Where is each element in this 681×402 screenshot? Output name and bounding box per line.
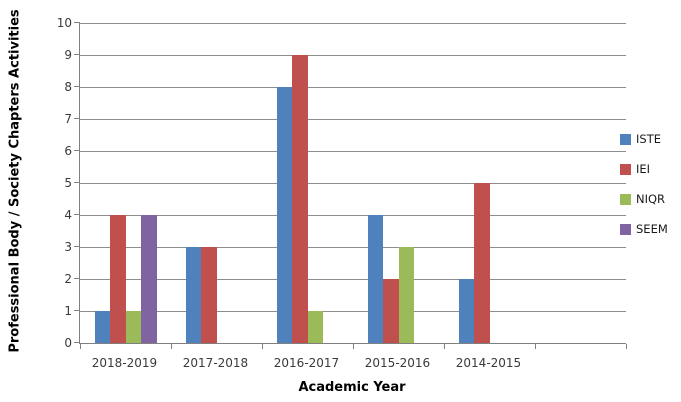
gridline bbox=[80, 246, 626, 248]
bar-niqr-2015-2016 bbox=[398, 247, 414, 343]
legend-swatch-iei bbox=[620, 163, 631, 175]
x-axis-tick bbox=[535, 344, 536, 349]
x-axis-tick bbox=[444, 344, 445, 349]
legend-item-iste: ISTE bbox=[620, 124, 668, 154]
legend-swatch-niqr bbox=[620, 193, 631, 205]
y-axis-tick-label: 3 bbox=[64, 240, 72, 254]
gridline bbox=[80, 86, 626, 88]
legend-label-niqr: NIQR bbox=[636, 192, 666, 206]
y-axis-tick-label: 5 bbox=[64, 176, 72, 190]
gridline bbox=[80, 118, 626, 120]
y-axis-tick-label: 7 bbox=[64, 112, 72, 126]
legend-label-seem: SEEM bbox=[636, 222, 668, 236]
bar-niqr-2018-2019 bbox=[125, 311, 141, 343]
bar-iste-2017-2018 bbox=[185, 247, 201, 343]
y-axis-tick bbox=[74, 150, 80, 151]
y-axis-tick bbox=[74, 86, 80, 87]
bar-iei-2015-2016 bbox=[383, 279, 399, 343]
x-axis-tick bbox=[80, 344, 81, 349]
y-axis-tick-label: 9 bbox=[64, 48, 72, 62]
x-axis-category-label: 2017-2018 bbox=[182, 356, 249, 370]
bar-iei-2016-2017 bbox=[292, 55, 308, 343]
legend: ISTE IEI NIQR SEEM bbox=[620, 124, 668, 244]
bar-iei-2018-2019 bbox=[110, 215, 126, 343]
x-axis-tick bbox=[262, 344, 263, 349]
legend-swatch-iste bbox=[620, 133, 631, 145]
legend-swatch-seem bbox=[620, 223, 631, 235]
bar-niqr-2016-2017 bbox=[307, 311, 323, 343]
x-axis-category-label: 2016-2017 bbox=[273, 356, 340, 370]
bar-iste-2014-2015 bbox=[458, 279, 474, 343]
y-axis-tick-label: 4 bbox=[64, 208, 72, 222]
bar-seem-2018-2019 bbox=[141, 215, 157, 343]
gridline bbox=[80, 54, 626, 56]
gridline bbox=[80, 214, 626, 216]
y-axis-title: Professional Body / Society Chapters Act… bbox=[7, 9, 23, 353]
gridline bbox=[80, 150, 626, 152]
y-axis-tick bbox=[74, 214, 80, 215]
x-axis-tick bbox=[171, 344, 172, 349]
bar-iste-2015-2016 bbox=[367, 215, 383, 343]
gridline bbox=[80, 22, 626, 24]
legend-label-iste: ISTE bbox=[636, 132, 661, 146]
bar-iste-2018-2019 bbox=[94, 311, 110, 343]
y-axis-tick bbox=[74, 278, 80, 279]
legend-item-iei: IEI bbox=[620, 154, 668, 184]
y-axis-tick-label: 1 bbox=[64, 304, 72, 318]
bar-iste-2016-2017 bbox=[276, 87, 292, 343]
x-axis-tick bbox=[353, 344, 354, 349]
y-axis-tick bbox=[74, 118, 80, 119]
y-axis-tick bbox=[74, 246, 80, 247]
legend-item-seem: SEEM bbox=[620, 214, 668, 244]
x-axis-category-label: 2014-2015 bbox=[455, 356, 522, 370]
gridline bbox=[80, 278, 626, 280]
y-axis-tick bbox=[74, 342, 80, 343]
x-axis-category-label: 2015-2016 bbox=[364, 356, 431, 370]
y-axis-tick-label: 8 bbox=[64, 80, 72, 94]
x-axis-tick-labels: 2018-2019 2017-2018 2016-2017 2015-2016 2014… bbox=[79, 356, 625, 372]
y-axis-tick-label: 10 bbox=[56, 16, 72, 30]
y-axis-tick-label: 0 bbox=[64, 336, 72, 350]
x-axis-tick bbox=[626, 344, 627, 349]
x-axis-category-label: 2018-2019 bbox=[91, 356, 158, 370]
plot-area: 0 1 2 3 4 5 6 7 8 9 10 bbox=[57, 16, 627, 350]
y-axis-tick bbox=[74, 22, 80, 23]
y-axis-tick-label: 6 bbox=[64, 144, 72, 158]
legend-label-iei: IEI bbox=[636, 162, 651, 176]
x-axis-title: Academic Year bbox=[298, 380, 406, 395]
y-axis-tick-label: 2 bbox=[64, 272, 72, 286]
gridline bbox=[80, 182, 626, 184]
y-axis-tick bbox=[74, 182, 80, 183]
y-axis-tick bbox=[74, 54, 80, 55]
bar-iei-2014-2015 bbox=[474, 183, 490, 343]
bar-iei-2017-2018 bbox=[201, 247, 217, 343]
legend-item-niqr: NIQR bbox=[620, 184, 668, 214]
gridline bbox=[80, 310, 626, 312]
y-axis-tick bbox=[74, 310, 80, 311]
